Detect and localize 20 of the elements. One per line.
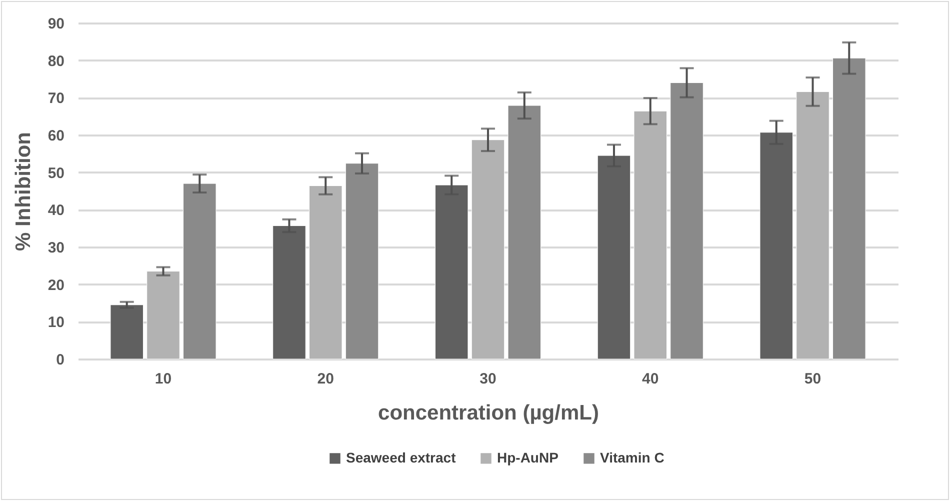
- y-tick-label: 20: [48, 276, 64, 294]
- x-tick-label: 10: [154, 370, 172, 388]
- y-axis-title: % Inhibition: [12, 132, 35, 251]
- y-tick-label: 40: [48, 202, 64, 220]
- x-tick-label: 30: [480, 370, 496, 388]
- y-tick-label: 30: [48, 240, 64, 256]
- x-tick-label: 40: [642, 370, 659, 388]
- y-tick-label: 50: [48, 164, 64, 182]
- x-axis-title: concentration (µg/mL): [378, 402, 599, 424]
- y-tick-label: 80: [48, 52, 64, 70]
- y-tick-label: 60: [48, 128, 64, 144]
- legend-label: Hp-AuNP: [497, 449, 558, 466]
- x-tick-label: 50: [804, 370, 822, 388]
- legend-label: Seaweed extract: [346, 449, 456, 466]
- x-tick-label: 20: [317, 370, 334, 388]
- y-tick-label: 0: [56, 352, 64, 368]
- y-tick-label: 70: [48, 90, 64, 108]
- legend-label: Vitamin C: [600, 449, 664, 466]
- y-tick-label: 10: [48, 314, 64, 332]
- y-tick-label: 90: [48, 16, 64, 32]
